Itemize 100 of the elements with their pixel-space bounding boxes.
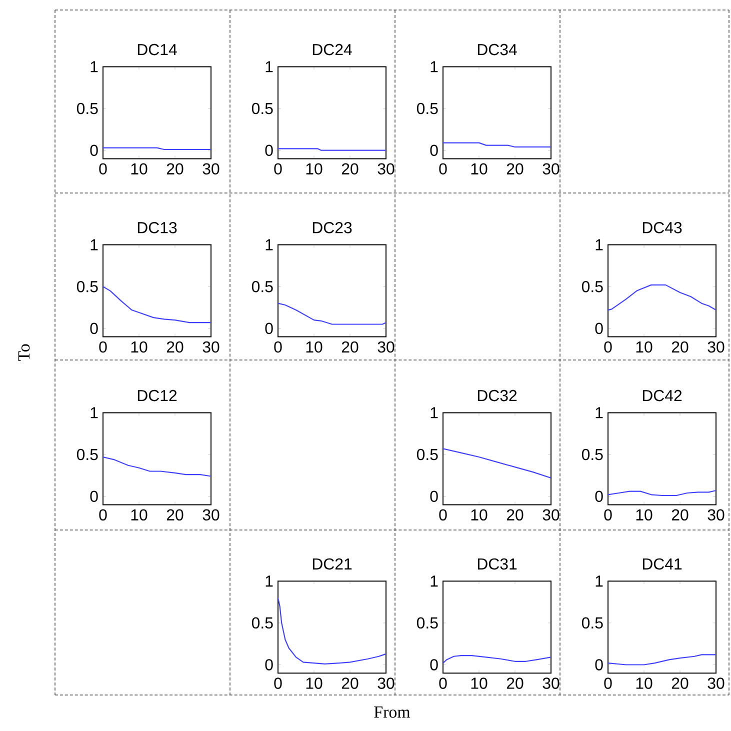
chart-title: DC23 xyxy=(312,222,352,234)
x-tick-label: 0 xyxy=(604,678,612,689)
x-tick-label: 30 xyxy=(378,678,394,689)
chart-title: DC43 xyxy=(642,222,682,234)
x-tick-label: 30 xyxy=(542,163,560,174)
y-tick-label: 1 xyxy=(430,576,438,587)
x-tick-label: 20 xyxy=(672,509,688,521)
x-tick-label: 20 xyxy=(166,163,184,174)
x-tick-label: 20 xyxy=(506,678,524,689)
y-tick-label: 1 xyxy=(266,61,273,72)
x-tick-label: 30 xyxy=(708,341,724,353)
x-tick-label: 0 xyxy=(99,341,107,353)
x-tick-label: 10 xyxy=(131,341,148,353)
y-tick-label: 1 xyxy=(266,239,273,250)
y-tick-label: 0 xyxy=(430,144,438,156)
chart-title: DC14 xyxy=(138,44,177,56)
y-tick-label: 0.5 xyxy=(582,617,603,629)
y-tick-label: 0.5 xyxy=(582,280,603,292)
text: To xyxy=(18,344,30,361)
text: From xyxy=(374,706,410,718)
x-tick-label: 0 xyxy=(274,341,282,353)
x-tick-label: 0 xyxy=(439,678,447,689)
x-tick-label: 20 xyxy=(506,509,524,521)
y-tick-label: 0.5 xyxy=(416,617,438,629)
chart-title: DC34 xyxy=(478,44,517,56)
x-tick-label: 0 xyxy=(274,163,282,174)
x-tick-label: 30 xyxy=(378,163,394,174)
y-tick-label: 0 xyxy=(90,490,98,502)
y-tick-label: 0.5 xyxy=(416,102,438,114)
line-series xyxy=(608,654,716,666)
y-tick-label: 0 xyxy=(265,322,273,334)
x-tick-label: 20 xyxy=(342,678,358,689)
y-tick-label: 0.5 xyxy=(252,280,273,292)
x-tick-label: 30 xyxy=(202,509,220,521)
chart-title: DC32 xyxy=(478,390,517,402)
y-tick-label: 1 xyxy=(266,576,273,587)
y-tick-label: 0.5 xyxy=(252,102,273,114)
y-tick-label: 0.5 xyxy=(76,280,98,292)
x-tick-label: 30 xyxy=(378,341,394,353)
chart-title: DC24 xyxy=(312,44,352,56)
chart-title: DC13 xyxy=(138,222,177,234)
x-tick-label: 0 xyxy=(274,678,282,689)
chart-title: DC41 xyxy=(642,558,682,570)
x-tick-label: 10 xyxy=(471,509,488,521)
y-tick-label: 0 xyxy=(90,322,98,334)
y-tick-label: 0 xyxy=(265,659,273,670)
x-tick-label: 20 xyxy=(166,509,184,521)
y-tick-label: 0 xyxy=(595,659,603,670)
x-tick-label: 0 xyxy=(604,341,612,353)
x-tick-label: 10 xyxy=(306,163,322,174)
x-tick-label: 20 xyxy=(342,163,358,174)
x-tick-label: 10 xyxy=(131,163,148,174)
x-tick-label: 10 xyxy=(306,678,322,689)
x-tick-label: 20 xyxy=(342,341,358,353)
y-tick-label: 0 xyxy=(430,659,438,670)
y-tick-label: 0 xyxy=(595,490,603,502)
y-tick-label: 1 xyxy=(430,407,438,418)
line-series xyxy=(103,456,211,477)
chart-title: DC31 xyxy=(478,558,517,570)
chart-title: DC21 xyxy=(312,558,352,570)
chart-title: DC12 xyxy=(138,390,177,402)
x-tick-label: 10 xyxy=(636,678,652,689)
y-tick-label: 0.5 xyxy=(252,617,273,629)
y-tick-label: 1 xyxy=(596,407,603,418)
x-tick-label: 30 xyxy=(542,678,560,689)
line-series xyxy=(103,286,211,324)
x-tick-label: 30 xyxy=(708,509,724,521)
x-tick-label: 0 xyxy=(99,163,107,174)
y-tick-label: 0.5 xyxy=(76,448,98,460)
x-tick-label: 20 xyxy=(506,163,524,174)
line-series xyxy=(443,654,552,664)
x-tick-label: 30 xyxy=(708,678,724,689)
x-tick-label: 10 xyxy=(131,509,148,521)
chart-title: DC42 xyxy=(642,390,682,402)
y-tick-label: 0 xyxy=(90,144,98,156)
x-tick-label: 0 xyxy=(604,509,612,521)
y-tick-label: 1 xyxy=(596,576,603,587)
y-tick-label: 0 xyxy=(265,144,273,156)
line-series xyxy=(608,284,716,311)
y-tick-label: 0.5 xyxy=(416,448,438,460)
x-tick-label: 30 xyxy=(542,509,560,521)
x-tick-label: 30 xyxy=(202,163,220,174)
y-tick-label: 1 xyxy=(596,239,603,250)
y-tick-label: 0 xyxy=(430,490,438,502)
x-tick-label: 0 xyxy=(439,163,447,174)
x-tick-label: 10 xyxy=(636,509,652,521)
y-tick-label: 1 xyxy=(90,61,98,72)
y-tick-label: 1 xyxy=(90,407,98,418)
y-tick-label: 0.5 xyxy=(582,448,603,460)
x-tick-label: 20 xyxy=(672,678,688,689)
x-tick-label: 20 xyxy=(672,341,688,353)
y-tick-label: 1 xyxy=(90,239,98,250)
x-tick-label: 0 xyxy=(439,509,447,521)
x-tick-label: 10 xyxy=(471,678,488,689)
x-tick-label: 10 xyxy=(306,341,322,353)
x-tick-label: 30 xyxy=(202,341,220,353)
x-tick-label: 10 xyxy=(471,163,488,174)
y-tick-label: 1 xyxy=(430,61,438,72)
line-series xyxy=(443,448,552,478)
x-tick-label: 0 xyxy=(99,509,107,521)
